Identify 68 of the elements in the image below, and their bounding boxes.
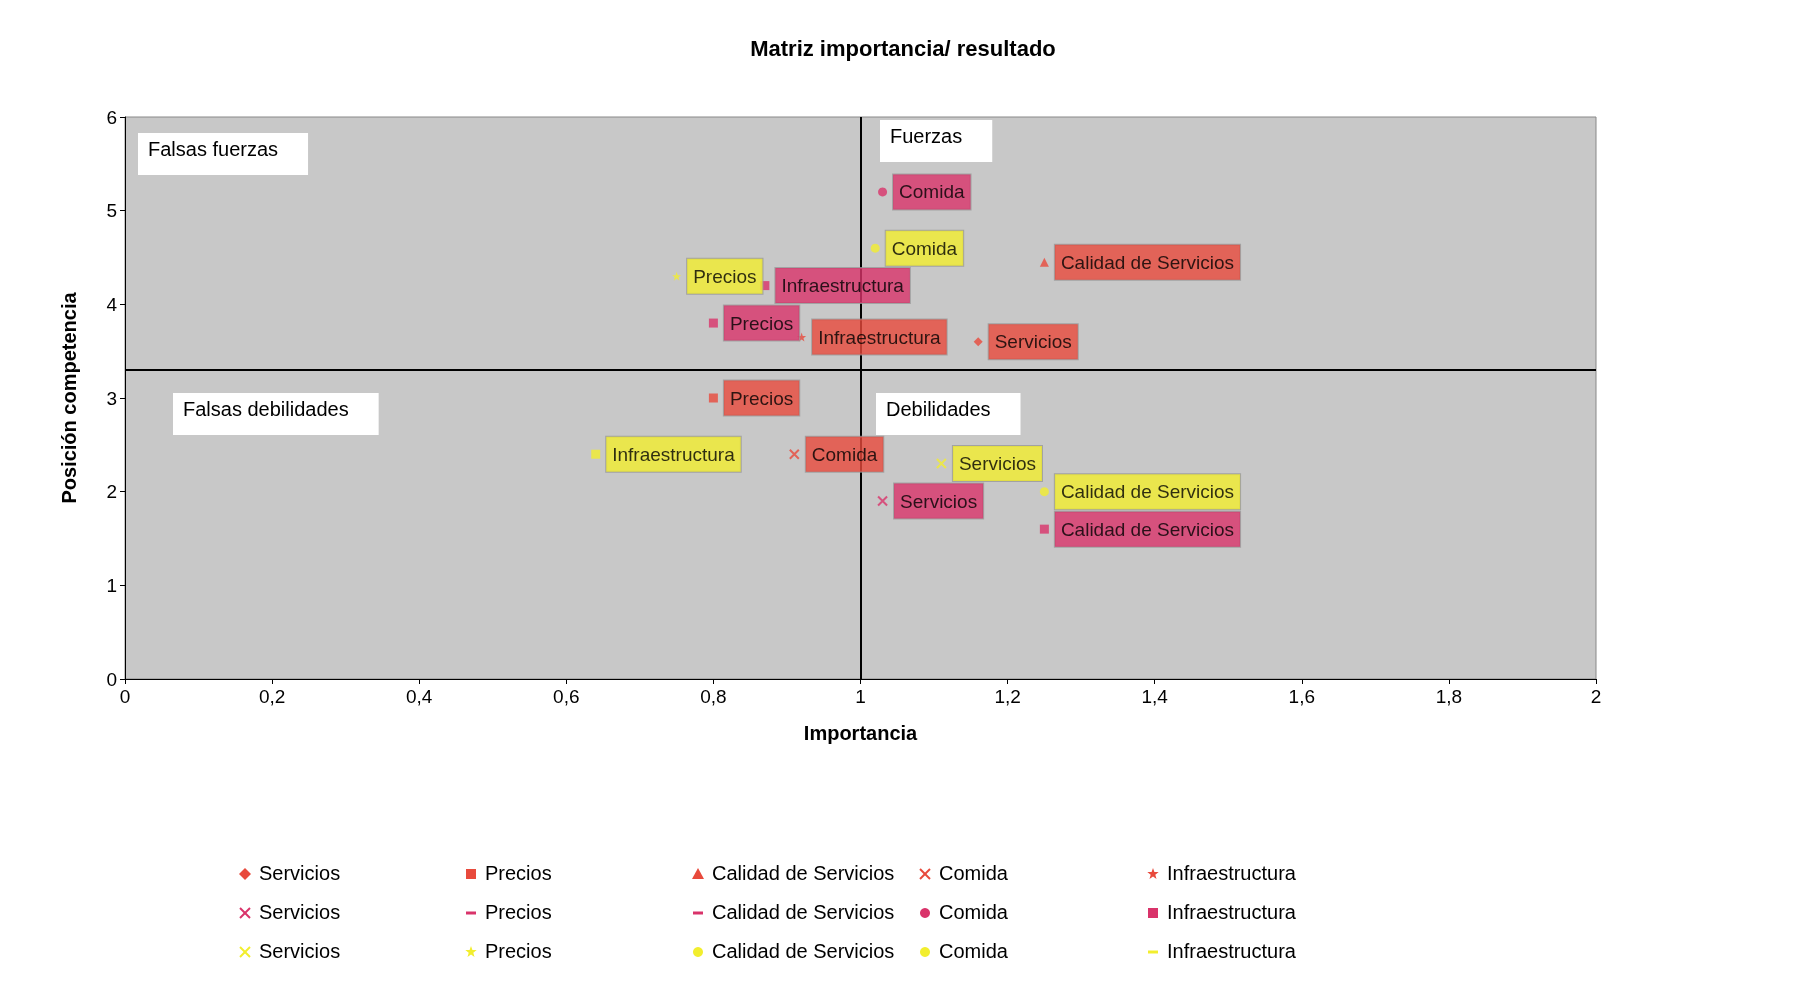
text: Comida <box>899 181 965 203</box>
legend-label: Infraestructura <box>1167 862 1297 884</box>
y-tick-label: 5 <box>106 200 117 222</box>
legend-label: Servicios <box>259 901 341 923</box>
point <box>1039 487 1049 497</box>
point <box>672 271 682 281</box>
x-axis-title: Importancia <box>803 722 919 744</box>
x-tick-label: 0,4 <box>405 686 433 707</box>
text: Servicios <box>958 453 1036 475</box>
y-axis-title: Posición competencia <box>58 291 80 504</box>
y-tick-label: 6 <box>106 106 117 128</box>
point <box>788 448 800 460</box>
legend-label: Calidad de Servicios <box>712 901 895 923</box>
x-tick-label: 1,2 <box>994 686 1021 707</box>
text: Calidad de Servicios <box>1060 481 1235 503</box>
text: Calidad de Servicios <box>1060 518 1235 540</box>
legend-label: Precios <box>485 862 552 884</box>
annotation: Debilidades <box>886 398 991 420</box>
legend-label: Comida <box>939 901 1009 923</box>
x-tick-label: 1,6 <box>1288 686 1316 707</box>
y-tick-label: 4 <box>106 293 118 315</box>
y-tick-label: 1 <box>106 574 117 596</box>
text: Infraestructura <box>781 275 904 297</box>
x-tick-label: 0 <box>119 686 131 707</box>
legend-label: Precios <box>485 940 552 962</box>
point <box>708 393 718 403</box>
legend-label: Comida <box>939 940 1009 962</box>
point <box>708 318 718 328</box>
text: Infraestructura <box>818 326 941 348</box>
x-tick-label: 0,8 <box>700 686 727 707</box>
x-tick-label: 2 <box>1590 686 1602 707</box>
x-tick-label: 0,6 <box>553 686 580 707</box>
annotation: Fuerzas <box>890 125 963 147</box>
chart-title: Matriz importancia/ resultado <box>750 35 1056 61</box>
y-tick-label: 0 <box>106 668 117 690</box>
legend-label: Comida <box>939 862 1009 884</box>
text: Infraestructura <box>612 443 735 465</box>
point <box>870 243 880 253</box>
annotation: Falsas fuerzas <box>148 138 279 160</box>
text: Comida <box>891 237 958 259</box>
x-tick-label: 1,4 <box>1141 686 1169 707</box>
text: Precios <box>693 265 757 287</box>
x-tick-label: 1,8 <box>1435 686 1463 707</box>
legend-label: Calidad de Servicios <box>712 862 895 884</box>
x-tick-label: 1 <box>855 686 866 707</box>
legend-label: Infraestructura <box>1167 901 1297 923</box>
text: Servicios <box>994 331 1072 353</box>
legend-label: Precios <box>485 901 552 923</box>
legend-label: Servicios <box>259 940 341 962</box>
text: Calidad de Servicios <box>1060 251 1235 273</box>
legend-label: Calidad de Servicios <box>712 940 895 962</box>
text: Precios <box>729 387 794 409</box>
point <box>877 495 889 507</box>
text: Comida <box>811 443 878 465</box>
point <box>1039 524 1049 534</box>
y-tick-label: 2 <box>106 481 117 503</box>
point <box>935 458 947 470</box>
legend-label: Servicios <box>259 862 341 884</box>
x-tick-label: 0,2 <box>258 686 286 707</box>
annotation: Falsas debilidades <box>183 398 349 420</box>
text: Precios <box>729 312 794 334</box>
point <box>878 187 888 197</box>
y-tick-label: 3 <box>106 387 117 409</box>
point <box>591 449 601 459</box>
legend-label: Infraestructura <box>1167 940 1297 962</box>
text: Servicios <box>900 490 978 512</box>
point <box>973 337 983 347</box>
point <box>1039 257 1049 267</box>
